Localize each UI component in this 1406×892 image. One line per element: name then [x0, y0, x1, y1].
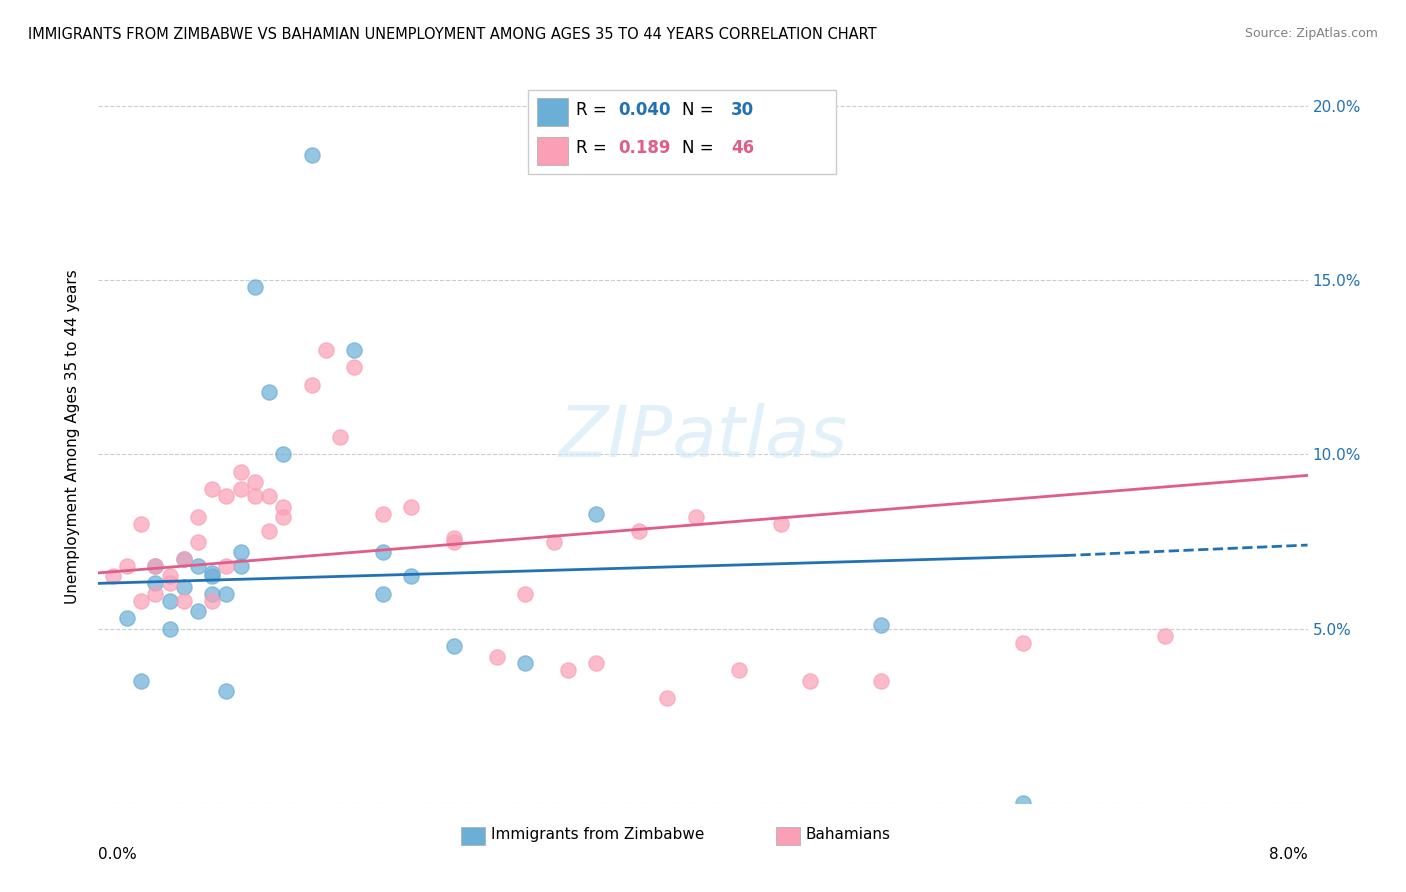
- Point: [1012, 635, 1035, 649]
- Point: [143, 558, 166, 573]
- FancyBboxPatch shape: [776, 827, 800, 846]
- Point: [515, 657, 537, 671]
- Point: [371, 545, 394, 559]
- Point: [627, 524, 650, 538]
- Point: [129, 673, 152, 688]
- Point: [115, 558, 138, 573]
- Point: [187, 604, 209, 618]
- Text: R =: R =: [576, 139, 612, 157]
- Point: [201, 569, 224, 583]
- Text: R =: R =: [576, 101, 612, 120]
- Point: [159, 594, 181, 608]
- Point: [273, 500, 295, 514]
- Point: [243, 280, 266, 294]
- Point: [401, 569, 423, 583]
- Point: [1012, 796, 1035, 810]
- Point: [129, 594, 152, 608]
- FancyBboxPatch shape: [537, 98, 568, 127]
- Point: [301, 377, 323, 392]
- FancyBboxPatch shape: [461, 827, 485, 846]
- Text: 0.0%: 0.0%: [98, 847, 138, 862]
- Point: [869, 673, 891, 688]
- Point: [159, 622, 181, 636]
- Point: [173, 552, 195, 566]
- Point: [443, 534, 465, 549]
- Text: Immigrants from Zimbabwe: Immigrants from Zimbabwe: [492, 828, 704, 842]
- Point: [770, 517, 793, 532]
- Point: [215, 558, 238, 573]
- Point: [243, 489, 266, 503]
- Point: [273, 448, 295, 462]
- Point: [485, 649, 508, 664]
- Point: [727, 664, 749, 678]
- Point: [585, 507, 607, 521]
- Point: [557, 664, 579, 678]
- Point: [143, 587, 166, 601]
- Text: Source: ZipAtlas.com: Source: ZipAtlas.com: [1244, 27, 1378, 40]
- Point: [159, 576, 181, 591]
- Point: [257, 384, 280, 399]
- Point: [173, 580, 195, 594]
- Point: [229, 545, 252, 559]
- Text: N =: N =: [682, 139, 720, 157]
- Point: [585, 657, 607, 671]
- Point: [257, 524, 280, 538]
- Point: [685, 510, 707, 524]
- Point: [401, 500, 423, 514]
- Point: [201, 483, 224, 497]
- Point: [1154, 629, 1177, 643]
- Point: [201, 594, 224, 608]
- Text: IMMIGRANTS FROM ZIMBABWE VS BAHAMIAN UNEMPLOYMENT AMONG AGES 35 TO 44 YEARS CORR: IMMIGRANTS FROM ZIMBABWE VS BAHAMIAN UNE…: [28, 27, 877, 42]
- FancyBboxPatch shape: [527, 90, 837, 174]
- Point: [187, 510, 209, 524]
- Point: [101, 569, 124, 583]
- Point: [187, 558, 209, 573]
- Text: Bahamians: Bahamians: [806, 828, 891, 842]
- Point: [515, 587, 537, 601]
- Text: 8.0%: 8.0%: [1268, 847, 1308, 862]
- Point: [543, 534, 565, 549]
- Point: [657, 691, 679, 706]
- Point: [215, 489, 238, 503]
- Point: [201, 587, 224, 601]
- Text: ZIPatlas: ZIPatlas: [558, 402, 848, 472]
- Point: [215, 587, 238, 601]
- Point: [343, 360, 366, 375]
- Point: [173, 552, 195, 566]
- Point: [329, 430, 352, 444]
- Point: [371, 587, 394, 601]
- Point: [129, 517, 152, 532]
- Point: [229, 483, 252, 497]
- Point: [799, 673, 821, 688]
- Point: [143, 558, 166, 573]
- Point: [443, 639, 465, 653]
- Point: [371, 507, 394, 521]
- Text: 0.040: 0.040: [619, 101, 671, 120]
- Point: [869, 618, 891, 632]
- Point: [215, 684, 238, 698]
- Point: [229, 558, 252, 573]
- Point: [229, 465, 252, 479]
- Text: 46: 46: [731, 139, 754, 157]
- Text: N =: N =: [682, 101, 720, 120]
- Y-axis label: Unemployment Among Ages 35 to 44 years: Unemployment Among Ages 35 to 44 years: [65, 269, 80, 605]
- Point: [173, 594, 195, 608]
- Point: [243, 475, 266, 490]
- Point: [301, 148, 323, 162]
- Point: [187, 534, 209, 549]
- Point: [443, 531, 465, 545]
- Point: [343, 343, 366, 357]
- Point: [143, 576, 166, 591]
- Point: [273, 510, 295, 524]
- Point: [315, 343, 337, 357]
- Point: [201, 566, 224, 580]
- Text: 0.189: 0.189: [619, 139, 671, 157]
- FancyBboxPatch shape: [537, 137, 568, 165]
- Point: [257, 489, 280, 503]
- Point: [115, 611, 138, 625]
- Text: 30: 30: [731, 101, 754, 120]
- Point: [159, 569, 181, 583]
